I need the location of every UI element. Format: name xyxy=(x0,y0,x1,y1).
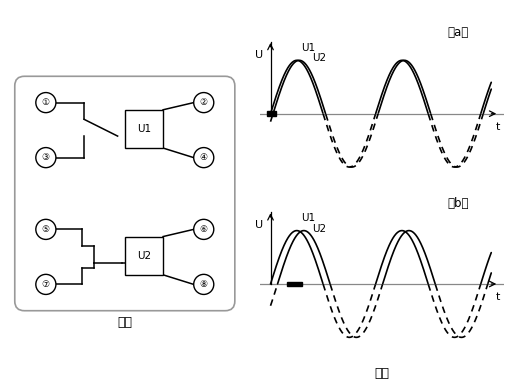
Circle shape xyxy=(36,147,56,168)
Text: U2: U2 xyxy=(312,53,326,63)
Circle shape xyxy=(36,92,56,113)
FancyBboxPatch shape xyxy=(15,76,235,311)
Circle shape xyxy=(36,274,56,295)
Text: U: U xyxy=(254,50,263,60)
Text: ③: ③ xyxy=(42,153,50,162)
Text: ⑥: ⑥ xyxy=(200,225,208,234)
Circle shape xyxy=(193,92,214,113)
Bar xyxy=(288,282,302,286)
Bar xyxy=(267,111,276,116)
Text: ①: ① xyxy=(42,98,50,107)
Circle shape xyxy=(193,219,214,240)
Circle shape xyxy=(193,147,214,168)
Text: 图一: 图一 xyxy=(118,316,132,329)
Text: U2: U2 xyxy=(312,224,326,234)
Text: 图二: 图二 xyxy=(375,367,389,380)
FancyBboxPatch shape xyxy=(125,110,163,148)
Text: U2: U2 xyxy=(137,251,151,261)
Text: ⑤: ⑤ xyxy=(42,225,50,234)
Text: （a）: （a） xyxy=(448,26,469,39)
Circle shape xyxy=(36,219,56,240)
Text: ⑧: ⑧ xyxy=(200,280,208,289)
Text: t: t xyxy=(496,292,500,302)
Text: （b）: （b） xyxy=(447,197,469,210)
Text: ④: ④ xyxy=(200,153,208,162)
Text: U1: U1 xyxy=(301,213,316,223)
Text: U: U xyxy=(254,220,263,230)
FancyBboxPatch shape xyxy=(125,236,163,275)
Text: ②: ② xyxy=(200,98,208,107)
Text: t: t xyxy=(496,122,500,132)
Text: ⑦: ⑦ xyxy=(42,280,50,289)
Text: U1: U1 xyxy=(137,124,151,134)
Circle shape xyxy=(193,274,214,295)
Text: U1: U1 xyxy=(301,43,316,53)
